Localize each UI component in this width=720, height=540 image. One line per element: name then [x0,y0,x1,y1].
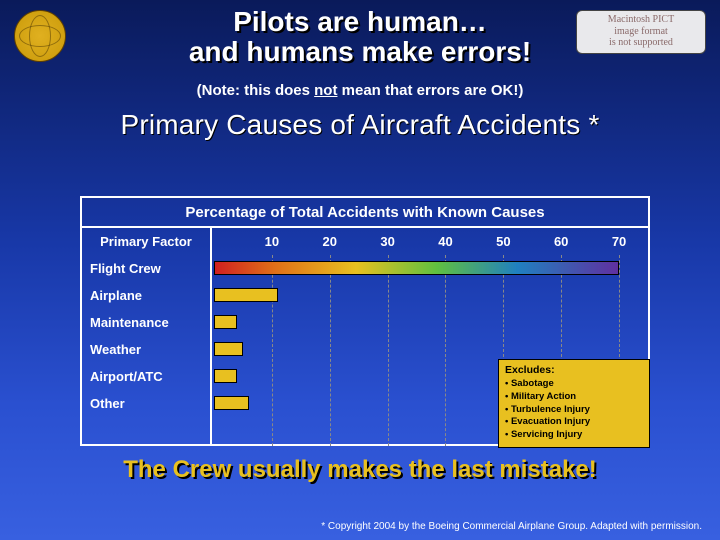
bar-row [214,309,648,336]
legend-item: Evacuation Injury [505,416,643,429]
legend-item: Sabotage [505,378,643,391]
x-tick-label: 40 [438,228,452,255]
plot-area: 10 20 30 40 50 60 70 Excludes: SabotageMilitar… [214,228,648,446]
legend-item: Turbulence Injury [505,404,643,417]
legend-title: Excludes: [505,364,643,376]
bar [214,261,619,275]
chart-body: Primary Factor Flight CrewAirplaneMainte… [82,228,648,446]
row-header: Primary Factor [82,228,210,255]
bar-row [214,255,648,282]
globe-logo-icon [14,10,66,62]
x-tick-label: 50 [496,228,510,255]
x-tick-label: 20 [322,228,336,255]
legend-list: SabotageMilitary ActionTurbulence Injury… [505,378,643,442]
legend-item: Servicing Injury [505,429,643,442]
row-labels-column: Primary Factor Flight CrewAirplaneMainte… [82,228,212,446]
chart-title: Primary Causes of Aircraft Accidents * [0,109,720,141]
category-label: Maintenance [82,309,210,336]
note-pre: (Note: this does [197,82,315,99]
legend-item: Military Action [505,391,643,404]
x-tick-label: 10 [265,228,279,255]
placeholder-line: Macintosh PICT [577,14,705,26]
category-label: Airplane [82,282,210,309]
bar [214,369,237,383]
placeholder-line: image format [577,26,705,38]
bar [214,315,237,329]
x-tick-label: 70 [612,228,626,255]
bar [214,342,243,356]
placeholder-line: is not supported [577,37,705,49]
note-post: mean that errors are OK!) [337,82,523,99]
x-tick-label: 60 [554,228,568,255]
note-line: (Note: this does not mean that errors ar… [0,82,720,99]
copyright-line: * Copyright 2004 by the Boeing Commercia… [321,521,702,532]
bar [214,396,249,410]
chart-card: Percentage of Total Accidents with Known… [80,196,650,446]
legend-box: Excludes: SabotageMilitary ActionTurbule… [498,359,650,448]
chart-card-title: Percentage of Total Accidents with Known… [82,198,648,228]
unsupported-image-placeholder: Macintosh PICT image format is not suppo… [576,10,706,54]
category-label: Other [82,390,210,417]
x-tick-label: 30 [380,228,394,255]
category-label: Airport/ATC [82,363,210,390]
x-axis: 10 20 30 40 50 60 70 [214,228,648,255]
note-underlined: not [314,82,337,99]
category-label: Weather [82,336,210,363]
bar-row [214,282,648,309]
footer-headline: The Crew usually makes the last mistake! [0,456,720,484]
bar [214,288,278,302]
category-label: Flight Crew [82,255,210,282]
